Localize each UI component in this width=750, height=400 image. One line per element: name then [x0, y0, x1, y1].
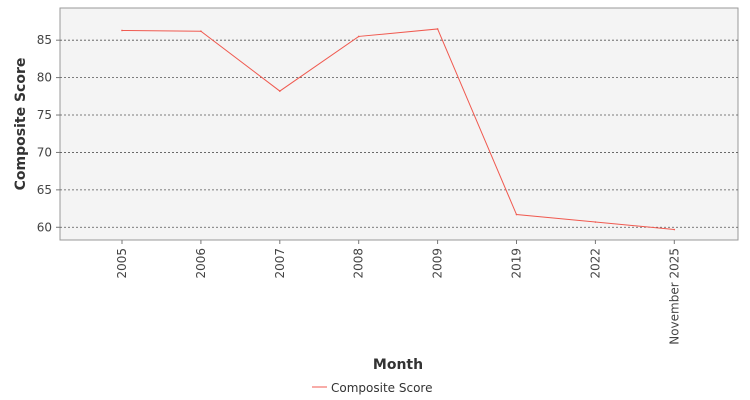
x-tick-label: November 2025 — [667, 248, 681, 345]
y-tick-label: 65 — [37, 183, 52, 197]
x-tick-label: 2006 — [194, 248, 208, 279]
x-tick-label: 2008 — [352, 248, 366, 279]
data-point — [436, 28, 439, 30]
x-tick-label: 2007 — [273, 248, 287, 279]
y-tick-label: 60 — [37, 220, 52, 234]
gridlines — [60, 39, 738, 228]
x-tick-label: 2009 — [431, 248, 445, 279]
x-tick-label: 2005 — [115, 248, 129, 279]
legend-label: Composite Score — [331, 381, 432, 395]
data-point — [515, 213, 518, 216]
x-axis: 2005 2006 2007 2008 2009 2019 2022 November 202… — [115, 240, 681, 345]
data-point — [357, 35, 360, 38]
data-point — [200, 30, 202, 32]
x-tick-label: 2022 — [588, 248, 602, 279]
data-point — [594, 221, 597, 223]
y-axis-title: Composite Score — [13, 58, 29, 191]
x-tick-label: 2019 — [510, 248, 524, 279]
y-tick-label: 80 — [37, 71, 52, 85]
data-point — [121, 29, 123, 32]
series-layer — [121, 28, 676, 231]
plot-area — [59, 7, 739, 241]
y-tick-label: 85 — [37, 33, 52, 47]
y-tick-label: 75 — [37, 108, 52, 122]
legend: Composite Score — [312, 381, 432, 395]
series-line — [121, 28, 675, 231]
y-axis: 60 65 70 75 80 85 — [37, 33, 60, 234]
x-axis-title: Month — [373, 357, 423, 373]
data-point — [673, 228, 676, 231]
data-point — [279, 90, 281, 92]
y-tick-label: 70 — [37, 145, 52, 159]
